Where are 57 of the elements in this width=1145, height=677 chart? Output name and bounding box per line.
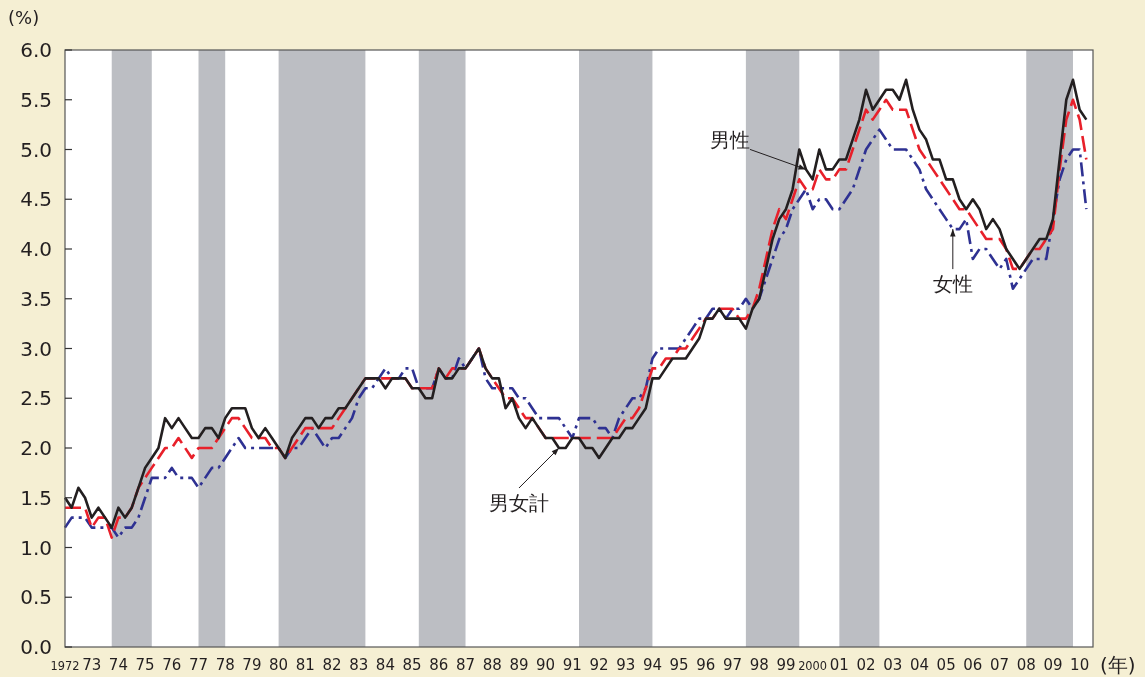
y-tick-label: 2.0 xyxy=(20,436,52,460)
x-tick-label: 06 xyxy=(963,656,983,674)
y-tick-label: 5.0 xyxy=(20,137,52,162)
x-tick-label: 01 xyxy=(829,656,849,674)
x-tick-label: 1972 xyxy=(50,658,84,673)
annotation: 女性 xyxy=(932,272,973,297)
x-tick-label: 79 xyxy=(242,656,262,674)
x-tick-label: 94 xyxy=(642,656,662,674)
x-tick-label: 97 xyxy=(722,656,743,674)
x-tick-label: 02 xyxy=(856,656,876,674)
y-tick-label: 1.0 xyxy=(20,535,52,560)
x-tick-label: 81 xyxy=(295,656,315,674)
x-tick-label: 04 xyxy=(909,656,929,674)
x-tick-label: 74 xyxy=(108,656,128,674)
x-tick-label: 93 xyxy=(616,656,636,674)
x-tick-label: 10 xyxy=(1070,656,1090,674)
x-tick-label: 80 xyxy=(269,656,289,674)
x-tick-label: 90 xyxy=(536,656,556,674)
y-tick-label: 4.0 xyxy=(20,237,52,261)
x-tick-label: 98 xyxy=(749,656,769,674)
x-tick-label: 87 xyxy=(455,656,476,674)
annotation: 男女計 xyxy=(488,491,549,515)
annotation: 男性 xyxy=(709,128,750,153)
y-tick-label: 3.5 xyxy=(20,286,52,311)
y-tick-label: 6.0 xyxy=(20,38,52,62)
x-tick-label: 03 xyxy=(883,656,903,674)
x-tick-label: 05 xyxy=(936,656,956,674)
x-tick-label: 75 xyxy=(135,656,155,674)
y-tick-label: 0.5 xyxy=(20,585,52,610)
y-tick-label: 0.0 xyxy=(20,635,52,659)
y-tick-label: 5.5 xyxy=(20,87,52,112)
x-tick-label: 76 xyxy=(162,656,182,674)
x-tick-label: 88 xyxy=(482,656,502,674)
x-tick-label: 2000 xyxy=(798,658,832,673)
y-axis-title: (%) xyxy=(8,7,40,28)
y-tick-label: 3.0 xyxy=(20,336,52,361)
x-tick-label: 85 xyxy=(402,656,422,674)
x-tick-label: 78 xyxy=(215,656,235,674)
x-tick-label: 83 xyxy=(349,656,369,674)
x-tick-label: 91 xyxy=(562,656,582,674)
x-tick-label: 82 xyxy=(322,656,342,674)
y-tick-label: 2.5 xyxy=(20,386,52,411)
x-tick-label: 96 xyxy=(696,656,716,674)
x-tick-label: 77 xyxy=(188,656,209,674)
x-axis-title: (年) xyxy=(1100,653,1136,677)
x-tick-label: 89 xyxy=(509,656,529,674)
x-tick-label: 84 xyxy=(375,656,395,674)
x-tick-label: 73 xyxy=(82,656,102,674)
x-tick-label: 09 xyxy=(1043,656,1063,674)
x-tick-label: 08 xyxy=(1016,656,1036,674)
y-tick-label: 4.5 xyxy=(20,187,52,212)
x-tick-label: 92 xyxy=(589,656,609,674)
x-tick-label: 99 xyxy=(776,656,796,674)
x-tick-label: 86 xyxy=(429,656,449,674)
y-tick-label: 1.5 xyxy=(20,485,52,510)
x-tick-label: 07 xyxy=(990,656,1010,674)
x-tick-label: 95 xyxy=(669,656,689,674)
